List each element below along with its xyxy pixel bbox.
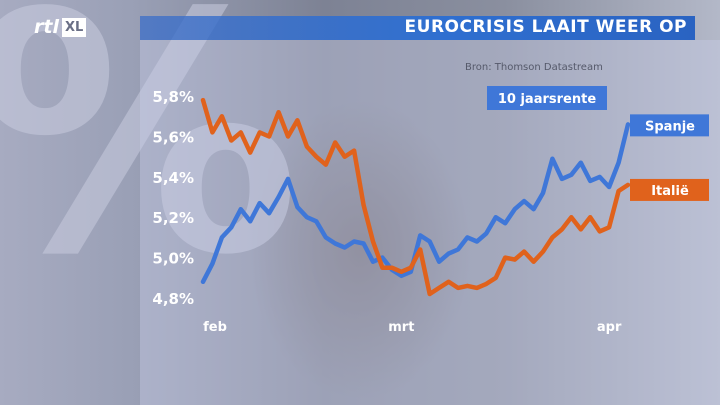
subtitle-box [487,86,607,110]
subtitle-tag: 10 jaarsrente [487,86,607,110]
x-tick-label: feb [203,320,227,335]
source-label: Bron: Thomson Datastream [465,62,603,73]
y-tick-label: 5,2% [152,209,194,227]
series-line-1 [200,97,631,297]
legend: Spanje Italië [630,114,709,201]
legend-label: Spanje [645,119,695,134]
channel-logo: rtl XL [34,14,87,40]
logo-text: rtl [34,16,59,38]
x-tick-label: mrt [388,320,414,335]
y-tick-label: 5,4% [152,169,194,187]
page-title: EUROCRISIS LAAIT WEER OP [404,17,687,37]
y-axis: 4,8% 5,0% 5,2% 5,4% 5,6% 5,8% [152,88,194,308]
y-tick-label: 5,6% [152,128,194,146]
x-tick-label: apr [597,320,622,335]
legend-tag-box [630,114,709,137]
chart-subtitle: 10 jaarsrente [498,92,596,107]
y-tick-label: 4,8% [152,290,194,308]
y-tick-label: 5,8% [152,88,194,106]
series-lines [200,97,631,297]
legend-label: Italië [651,184,689,199]
legend-tag-box [630,178,709,201]
x-axis: feb mrt apr [203,320,622,335]
title-bar: EUROCRISIS LAAIT WEER OP [140,16,695,40]
y-tick-label: 5,0% [152,250,194,268]
chart-panel [140,40,720,405]
series-line-0 [200,122,631,285]
logo-box: XL [61,17,87,37]
